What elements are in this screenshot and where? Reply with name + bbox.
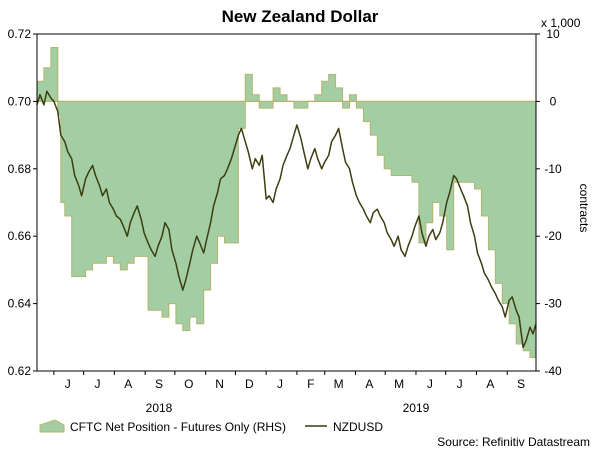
plot-frame [36,33,537,372]
month-label: J [95,377,101,391]
right-tick-label: -30 [544,297,562,311]
month-label: A [486,377,494,391]
cftc-area-edge [37,47,536,358]
right-axis: 10 0 -10 -20 -30 -40 [536,27,562,378]
legend-nzdusd-label: NZDUSD [333,420,383,434]
legend: CFTC Net Position - Futures Only (RHS) N… [39,419,383,434]
month-label: J [457,377,463,391]
month-label: N [215,377,224,391]
month-label: A [365,377,373,391]
plot-border [36,33,537,372]
year-label: 2018 [146,401,173,415]
right-axis-unit-label: x 1,000 [541,16,581,30]
nzdusd-line-layer [36,90,537,349]
month-label: O [184,377,193,391]
month-label: D [245,377,254,391]
left-tick-label: 0.70 [8,94,32,108]
legend-cftc-label: CFTC Net Position - Futures Only (RHS) [70,420,286,434]
month-label: J [65,377,71,391]
year-label: 2019 [403,401,430,415]
source-note: Source: Refinitiv Datastream [437,435,590,449]
month-label: M [334,377,344,391]
chart-title: New Zealand Dollar [222,7,379,26]
left-tick-label: 0.68 [8,162,32,176]
right-tick-label: -20 [544,229,562,243]
month-label: M [394,377,404,391]
month-label: A [124,377,132,391]
left-tick-label: 0.64 [8,297,32,311]
left-tick-label: 0.72 [8,27,32,41]
left-tick-label: 0.66 [8,229,32,243]
month-label: F [307,377,314,391]
month-label: J [427,377,433,391]
cftc-area [37,47,536,358]
month-label: S [517,377,525,391]
right-tick-label: -10 [544,162,562,176]
left-axis: 0.72 0.70 0.68 0.66 0.64 0.62 [8,27,37,378]
nzdusd-line [36,90,537,349]
legend-cftc-swatch [39,419,65,433]
right-tick-label: 10 [546,27,560,41]
right-axis-title: contracts [577,184,591,233]
cftc-area-layer [37,47,536,358]
x-axis: J J A S O N D J F M A M J J A S 2018 2019 [53,371,525,415]
left-tick-label: 0.62 [8,364,32,378]
month-label: S [155,377,163,391]
month-label: J [277,377,283,391]
right-tick-label: -40 [544,364,562,378]
right-tick-label: 0 [550,94,557,108]
